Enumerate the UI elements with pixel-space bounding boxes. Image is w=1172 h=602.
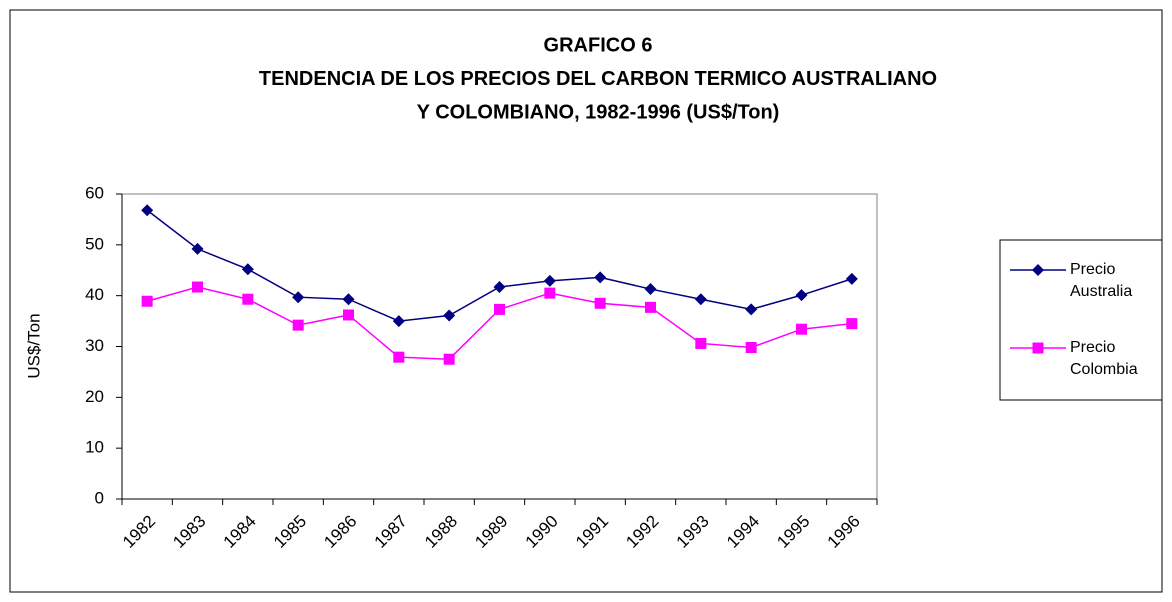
data-point — [644, 283, 657, 296]
data-point — [443, 309, 456, 322]
data-point — [242, 293, 254, 305]
data-point — [846, 318, 858, 330]
data-point — [192, 281, 203, 293]
y-axis-label: US$/Ton — [24, 313, 43, 378]
data-point — [543, 274, 556, 287]
data-point — [594, 271, 607, 284]
y-tick-label: 40 — [85, 285, 104, 304]
y-tick-label: 50 — [85, 234, 104, 253]
data-point — [493, 281, 506, 294]
data-point — [392, 315, 405, 328]
data-point — [292, 319, 304, 331]
data-point — [342, 293, 355, 306]
data-point — [645, 301, 656, 313]
data-point — [694, 293, 707, 306]
data-point — [845, 272, 858, 285]
plot-area — [121, 193, 878, 500]
data-point — [745, 342, 757, 354]
data-point — [594, 297, 606, 309]
y-tick-label: 60 — [85, 183, 104, 202]
chart-title: GRAFICO 6 — [544, 34, 653, 56]
data-point — [796, 323, 807, 335]
data-point — [443, 353, 455, 365]
data-point — [191, 242, 204, 255]
y-tick-label: 30 — [85, 336, 104, 355]
data-point — [695, 337, 707, 349]
data-point — [393, 351, 405, 363]
data-point — [141, 295, 153, 307]
data-point — [745, 303, 758, 316]
chart-title: TENDENCIA DE LOS PRECIOS DEL CARBON TERM… — [259, 68, 937, 90]
data-point — [1032, 342, 1044, 354]
y-tick-label: 10 — [85, 438, 104, 457]
data-point — [1032, 264, 1044, 276]
data-point — [494, 303, 505, 315]
data-point — [343, 309, 354, 321]
legend-box — [999, 239, 1163, 401]
data-point — [241, 263, 254, 276]
chart-title: Y COLOMBIANO, 1982-1996 (US$/Ton) — [417, 101, 780, 123]
data-point — [292, 291, 305, 304]
data-point — [141, 204, 154, 217]
data-point — [795, 289, 808, 302]
y-tick-label: 0 — [95, 488, 104, 507]
y-tick-label: 20 — [85, 387, 104, 406]
data-point — [544, 287, 556, 299]
legend-label: Precio Australia — [1070, 261, 1133, 300]
legend-label: Precio Colombia — [1070, 339, 1138, 378]
